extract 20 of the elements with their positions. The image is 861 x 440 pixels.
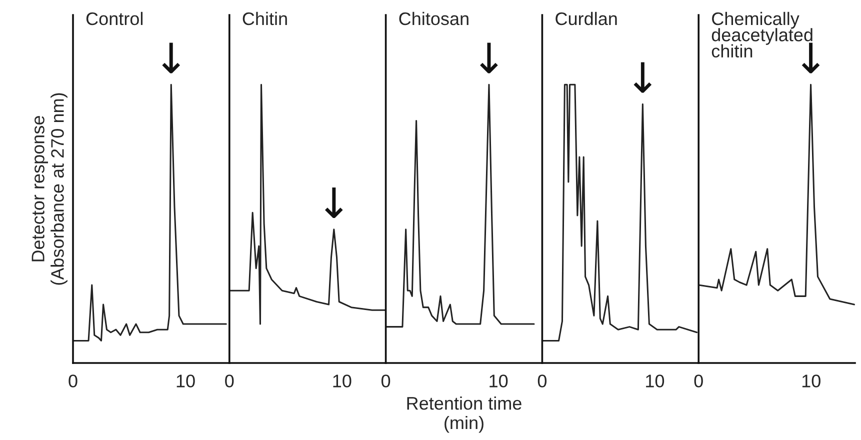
x-tick-label: 0: [68, 374, 78, 388]
x-tick-label: 10: [802, 374, 820, 388]
x-tick-label: 10: [490, 374, 508, 388]
annotation: ↓: [162, 42, 180, 74]
x-tick-label: 10: [176, 374, 195, 388]
chart-title: Chitin: [242, 12, 287, 26]
chart-title: Curdlan: [556, 12, 617, 26]
annotation: ↓: [634, 62, 652, 93]
chart-title: Control: [86, 12, 143, 26]
annotation: ↓: [324, 188, 343, 218]
chart-title: Chitosan: [399, 12, 468, 26]
x-tick-label: 0: [381, 374, 390, 388]
y-axis-title: Detector response (Absorbance at 270 nm): [32, 93, 68, 285]
x-tick-label: 0: [694, 374, 703, 388]
x-tick-label: 10: [646, 374, 664, 388]
x-tick-label: 10: [333, 374, 352, 388]
x-tick-label: 0: [225, 374, 234, 388]
annotation: ↓: [480, 42, 498, 74]
x-tick-label: 0: [538, 374, 547, 388]
x-axis-title: Retention time (min): [407, 396, 522, 433]
